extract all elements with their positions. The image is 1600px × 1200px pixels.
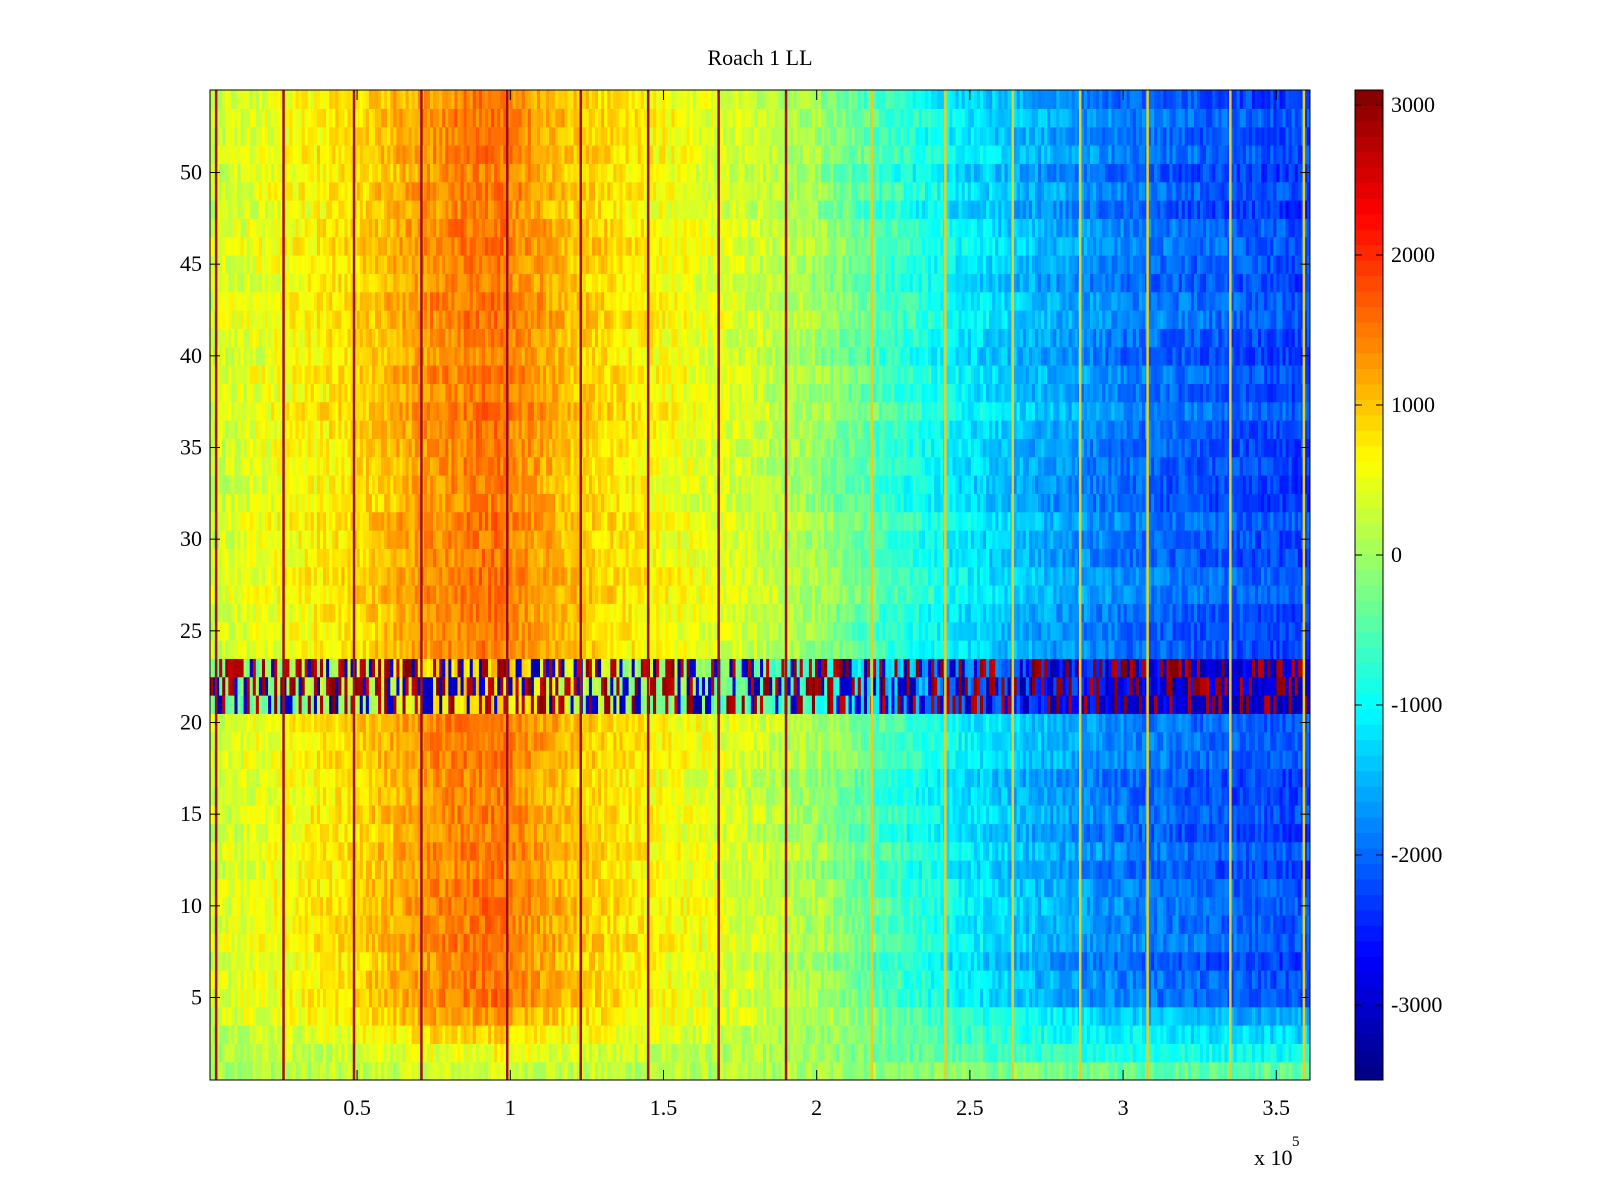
heatmap-plot-area [210, 90, 1311, 1081]
chart-title: Roach 1 LL [707, 45, 812, 70]
